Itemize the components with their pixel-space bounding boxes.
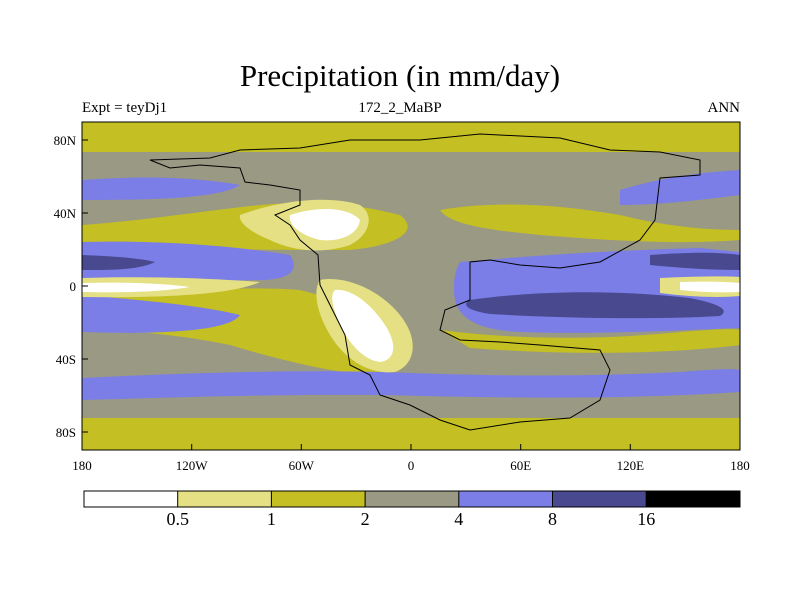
y-tick-label: 80N bbox=[54, 133, 77, 148]
field-dry-core-west bbox=[82, 282, 190, 293]
y-tick-label: 80S bbox=[56, 425, 76, 440]
colorbar-label: 16 bbox=[637, 509, 655, 529]
field-storm-track-ne bbox=[620, 170, 740, 205]
colorbar-swatch bbox=[365, 491, 459, 507]
field-arctic-band bbox=[82, 122, 740, 152]
colorbar-swatch bbox=[177, 491, 272, 507]
field-warm-pool-core bbox=[466, 292, 724, 319]
field-south-edge bbox=[82, 423, 740, 450]
x-tick-label: 120E bbox=[617, 458, 645, 473]
page-title: Precipitation (in mm/day) bbox=[239, 58, 561, 93]
y-axis-labels: 80N 40N 0 40S 80S bbox=[54, 133, 77, 440]
colorbar-label: 4 bbox=[454, 509, 463, 529]
colorbar-swatch bbox=[271, 491, 366, 507]
colorbar: 0.5 1 2 4 8 16 bbox=[83, 490, 741, 529]
colorbar-swatch bbox=[646, 491, 740, 507]
continent-outline bbox=[149, 133, 701, 431]
colorbar-label: 0.5 bbox=[166, 509, 189, 529]
field-spcz-west bbox=[82, 295, 240, 333]
y-tick-label: 40N bbox=[54, 206, 77, 221]
tick-marks bbox=[81, 139, 741, 450]
x-tick-label: 60W bbox=[289, 458, 315, 473]
period-label: 172_2_MaBP bbox=[358, 100, 442, 116]
field-dry-core-east bbox=[680, 281, 740, 293]
colorbar-swatch bbox=[552, 491, 647, 507]
field-north-subtropics-east bbox=[440, 204, 740, 243]
field-storm-track-n bbox=[82, 177, 240, 200]
colorbar-swatch bbox=[458, 491, 553, 507]
y-tick-label: 40S bbox=[56, 352, 76, 367]
field-itcz-west bbox=[82, 241, 294, 281]
field-desert-south-core bbox=[332, 289, 394, 362]
x-tick-label: 0 bbox=[408, 458, 415, 473]
field-itcz-core-east bbox=[650, 252, 740, 270]
x-tick-label: 60E bbox=[510, 458, 531, 473]
experiment-label: Expt = teyDj1 bbox=[82, 100, 168, 116]
map-field bbox=[82, 122, 740, 450]
colorbar-label: 8 bbox=[548, 509, 557, 529]
colorbar-swatch bbox=[84, 491, 178, 507]
x-tick-label: 180 bbox=[730, 458, 750, 473]
season-label: ANN bbox=[707, 100, 741, 116]
colorbar-label: 1 bbox=[267, 509, 276, 529]
x-axis-labels: 180 120W 60W 0 60E 120E 180 bbox=[72, 458, 750, 473]
field-desert-north-core bbox=[289, 208, 360, 241]
field-south-subtropics-east bbox=[440, 329, 740, 353]
x-tick-label: 180 bbox=[72, 458, 92, 473]
field-itcz-core-west bbox=[82, 255, 155, 270]
colorbar-label: 2 bbox=[361, 509, 370, 529]
field-storm-track-s bbox=[82, 369, 740, 400]
x-tick-label: 120W bbox=[176, 458, 209, 473]
y-tick-label: 0 bbox=[70, 279, 77, 294]
